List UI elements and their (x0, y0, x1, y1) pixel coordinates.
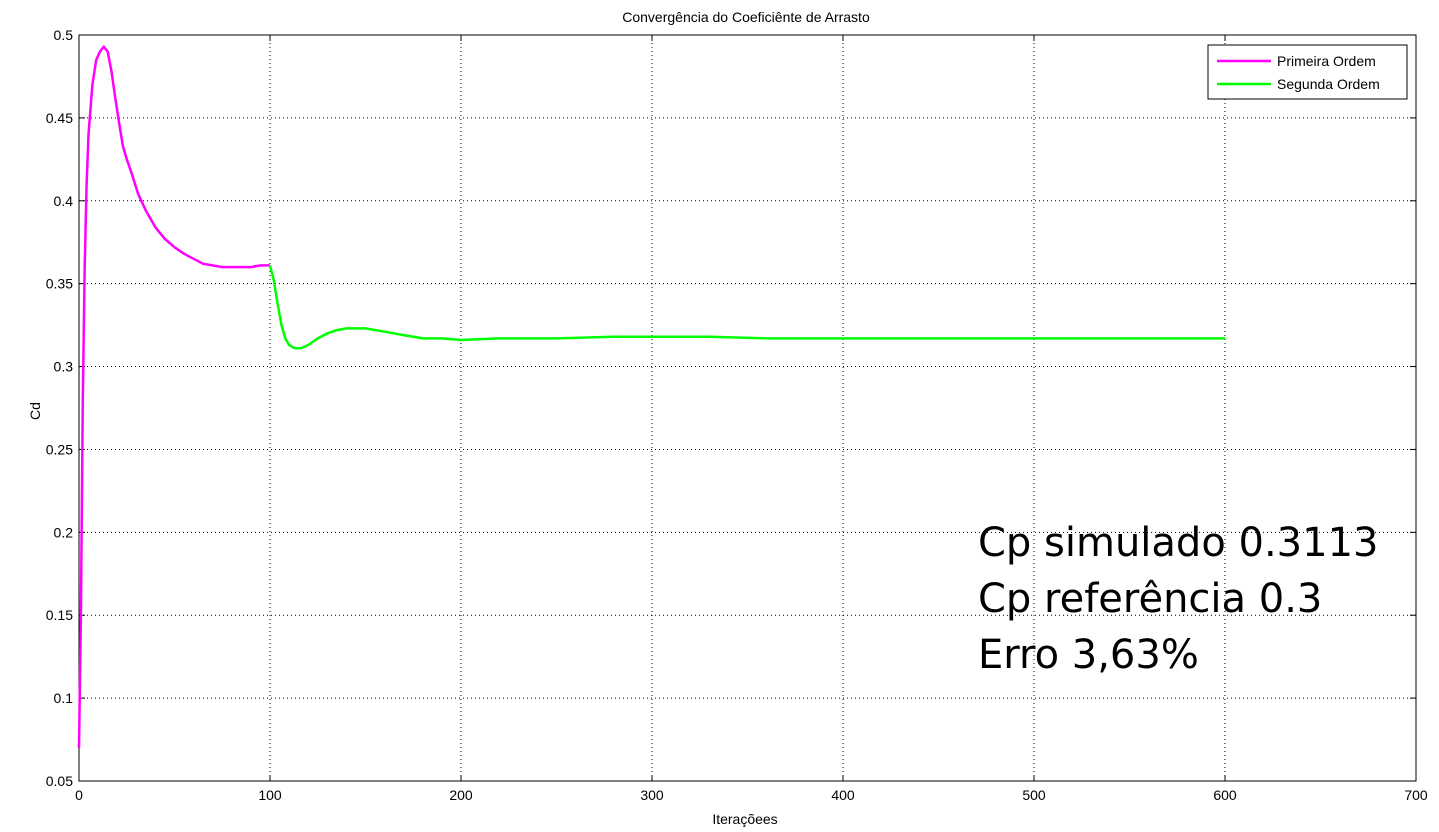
annotation-cp-simulado: Cp simulado 0.3113 (978, 520, 1378, 566)
axis-ticks: 0 100 200 300 400 500 600 700 0.05 0.1 0.15 0.2 0.25… (46, 27, 1428, 803)
y-tick-label: 0.35 (46, 276, 73, 292)
legend-label-segunda-ordem: Segunda Ordem (1277, 76, 1380, 92)
series-lines (77, 45, 1225, 748)
y-tick-label: 0.1 (54, 690, 74, 706)
x-tick-label: 0 (75, 787, 83, 803)
y-tick-label: 0.4 (54, 193, 74, 209)
y-tick-label: 0.3 (54, 359, 74, 375)
y-tick-label: 0.5 (54, 27, 74, 43)
x-tick-label: 300 (640, 787, 664, 803)
x-tick-label: 500 (1022, 787, 1046, 803)
x-tick-label: 100 (258, 787, 282, 803)
series-line-primeira-ordem (77, 45, 270, 748)
legend: Primeira Ordem Segunda Ordem (1207, 44, 1408, 100)
grid-lines (79, 35, 1416, 781)
y-axis-label: Cd (27, 402, 43, 420)
x-tick-label: 200 (449, 787, 473, 803)
x-tick-label: 700 (1404, 787, 1428, 803)
y-tick-label: 0.45 (46, 110, 73, 126)
y-tick-label: 0.2 (54, 524, 74, 540)
x-axis-label: Iteraçõees (712, 811, 777, 827)
y-tick-label: 0.25 (46, 441, 73, 457)
chart-title: Convergência do Coeficiênte de Arrasto (622, 9, 870, 25)
legend-label-primeira-ordem: Primeira Ordem (1277, 53, 1376, 69)
x-tick-label: 400 (831, 787, 855, 803)
plot-area-frame (78, 34, 1417, 782)
series-line-segunda-ordem (268, 265, 1225, 350)
x-tick-label: 600 (1213, 787, 1237, 803)
y-tick-label: 0.05 (46, 773, 73, 789)
annotation-erro: Erro 3,63% (978, 632, 1199, 678)
y-tick-label: 0.15 (46, 607, 73, 623)
annotation-cp-referencia: Cp referência 0.3 (978, 576, 1322, 622)
legend-box (1207, 44, 1408, 100)
